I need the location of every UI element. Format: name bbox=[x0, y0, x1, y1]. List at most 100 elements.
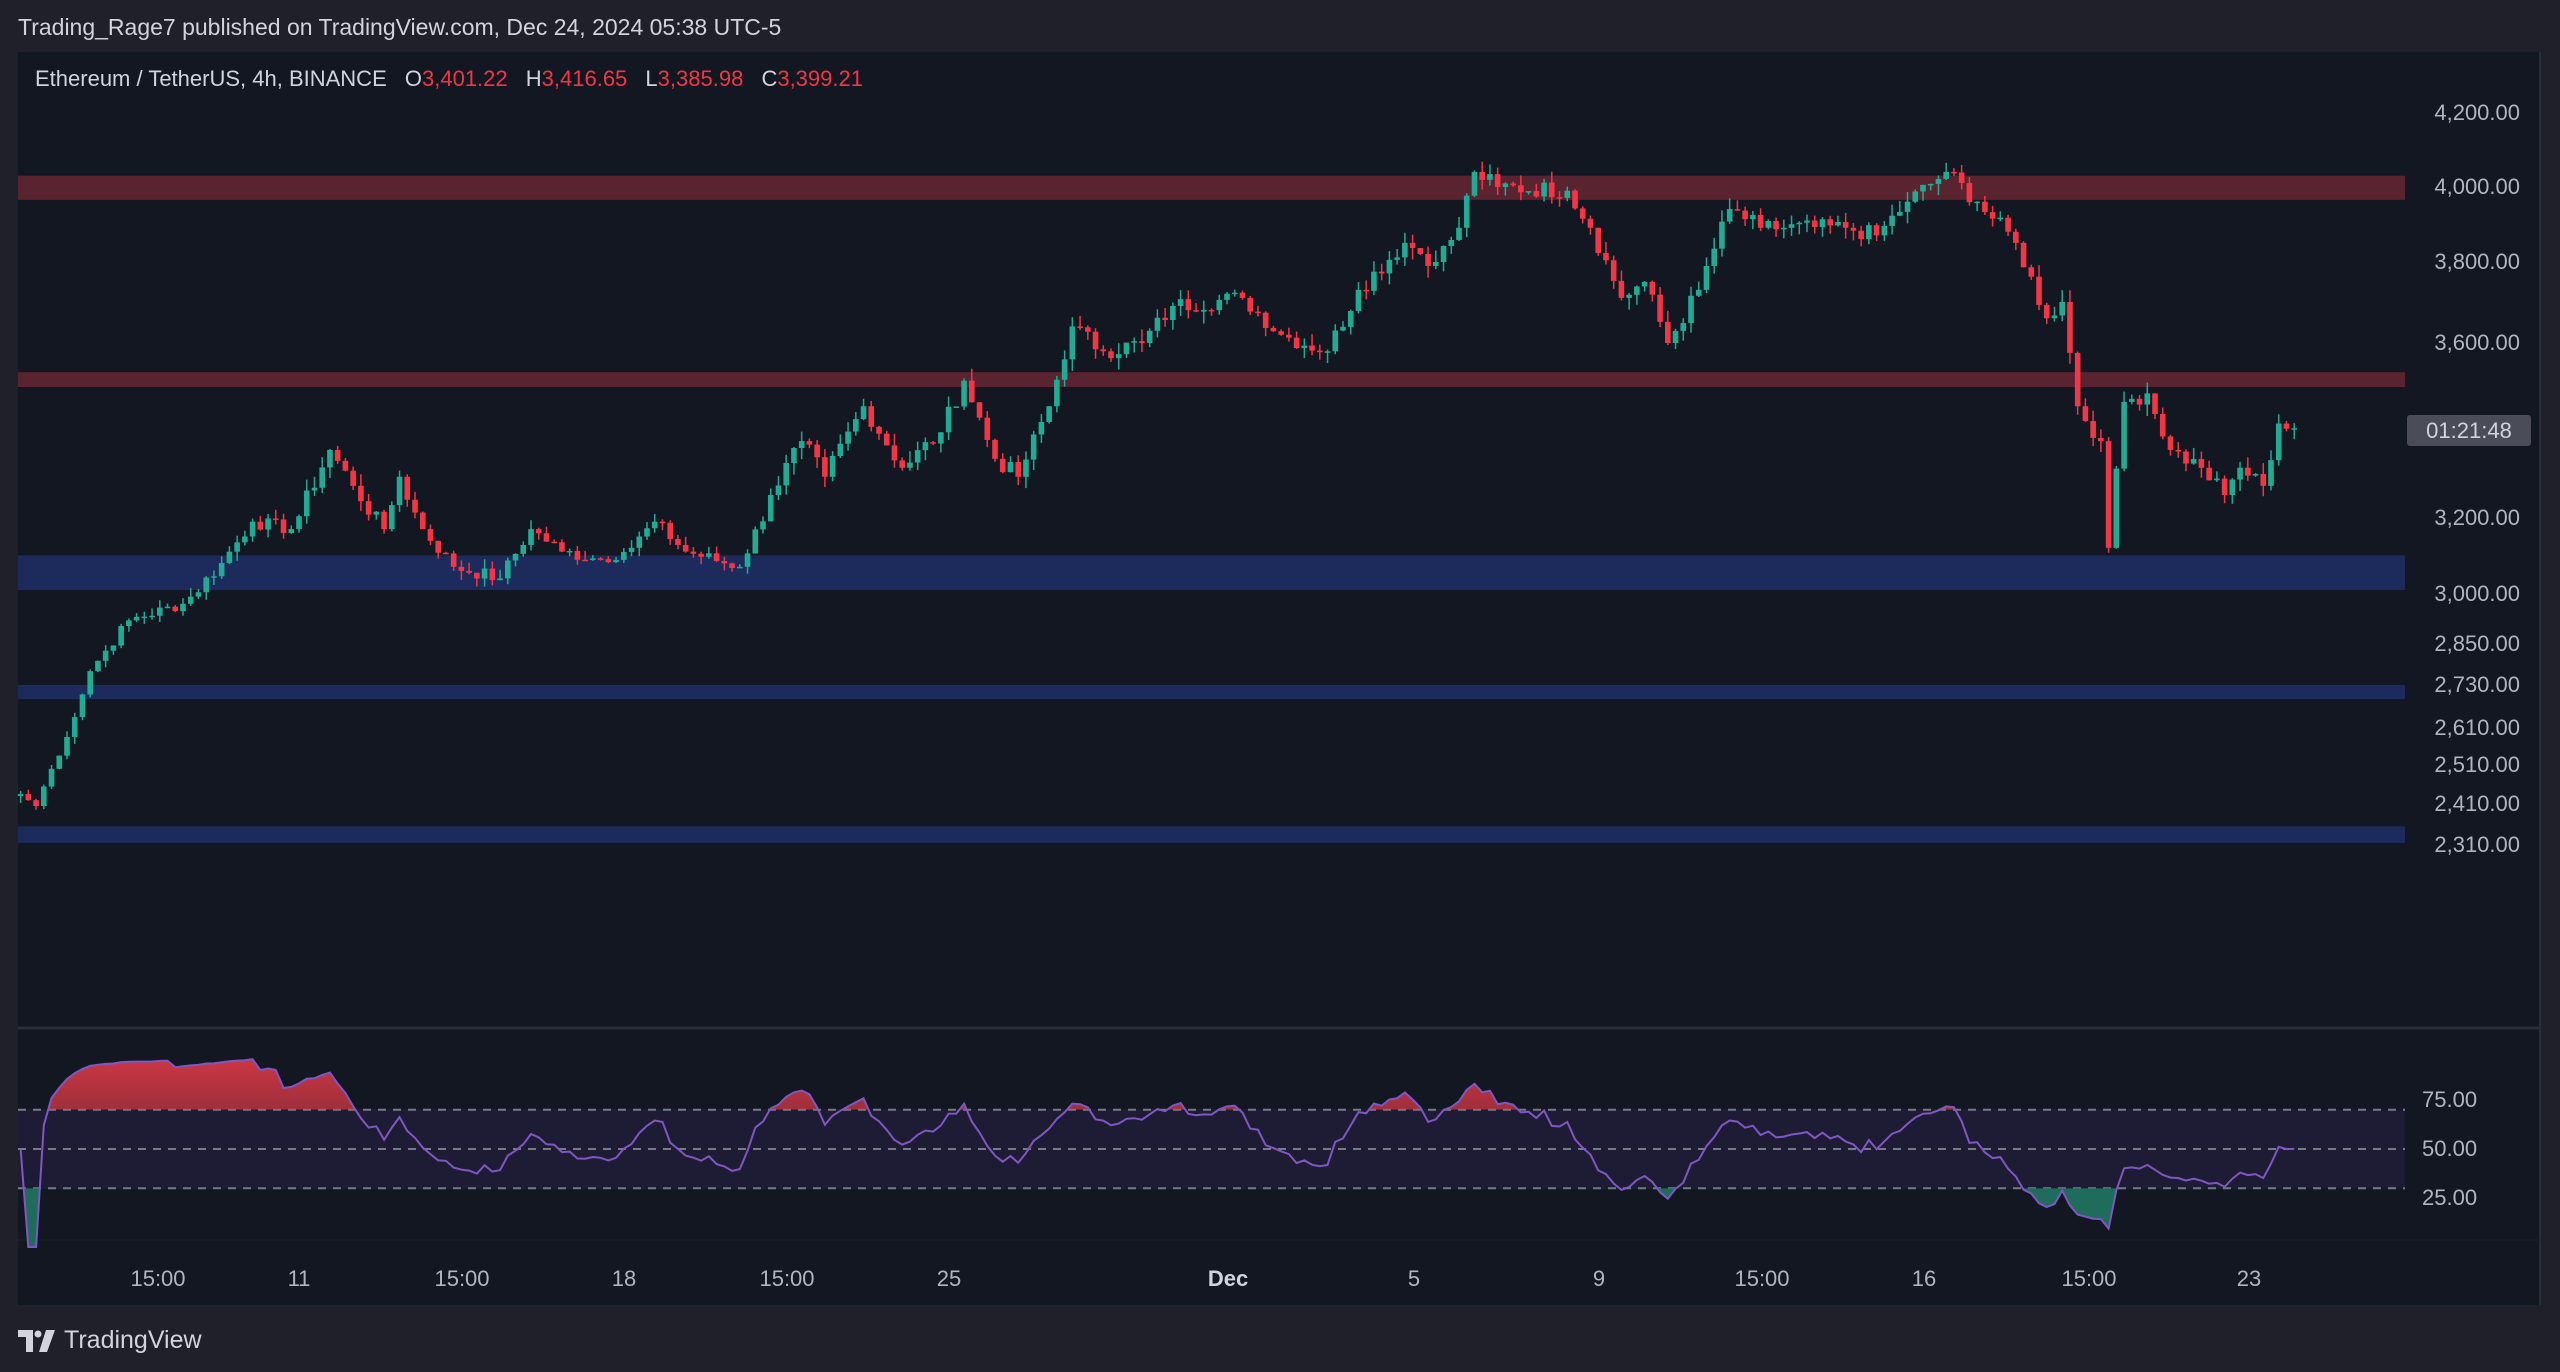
candle-body bbox=[41, 786, 47, 807]
candle-body bbox=[1216, 299, 1223, 311]
candle-body bbox=[1170, 306, 1176, 321]
candle bbox=[265, 513, 271, 538]
candle-body bbox=[164, 606, 171, 609]
candle bbox=[2090, 410, 2096, 447]
time-tick-label: 9 bbox=[1592, 1266, 1606, 1291]
candle-body bbox=[48, 768, 55, 787]
candle bbox=[1688, 286, 1694, 333]
candle-body bbox=[1850, 227, 1857, 231]
open-label: O bbox=[404, 66, 422, 91]
low-value: 3,385.98 bbox=[657, 66, 744, 91]
price-tick-label: 2,610.00 bbox=[2434, 715, 2520, 740]
candle bbox=[1788, 215, 1795, 236]
candle bbox=[853, 412, 859, 436]
candle bbox=[87, 669, 93, 698]
candle-body bbox=[899, 460, 905, 468]
candle-body bbox=[1695, 289, 1702, 296]
candle-body bbox=[1773, 221, 1779, 230]
candle bbox=[365, 493, 372, 521]
candle-body bbox=[613, 559, 619, 563]
candle bbox=[999, 453, 1006, 474]
candle bbox=[311, 476, 318, 496]
candle-body bbox=[992, 439, 998, 459]
candle-body bbox=[1726, 209, 1733, 222]
candle-body bbox=[1842, 222, 1849, 228]
candle bbox=[636, 531, 643, 557]
candle bbox=[95, 660, 101, 673]
chart-frame[interactable] bbox=[18, 52, 2540, 1305]
candle bbox=[775, 476, 782, 501]
candle-body bbox=[126, 620, 132, 626]
candle-body bbox=[767, 494, 774, 522]
candle bbox=[1479, 161, 1485, 190]
candle-body bbox=[1982, 201, 1988, 213]
candle-body bbox=[396, 476, 403, 506]
candle bbox=[2020, 241, 2027, 268]
candle-body bbox=[621, 551, 627, 560]
candle-body bbox=[1007, 462, 1014, 473]
candle-body bbox=[1378, 271, 1385, 274]
candle bbox=[2074, 351, 2081, 415]
candle bbox=[1108, 348, 1114, 362]
candle bbox=[1850, 223, 1857, 241]
candle-body bbox=[1471, 171, 1478, 196]
candle-body bbox=[1549, 182, 1555, 198]
candle bbox=[613, 556, 619, 564]
candle bbox=[1943, 162, 1949, 181]
candle bbox=[1332, 324, 1339, 355]
candle-body bbox=[682, 544, 689, 552]
candle bbox=[2245, 457, 2251, 481]
candle-body bbox=[1023, 459, 1029, 477]
candle-body bbox=[1595, 227, 1601, 254]
candle bbox=[1471, 170, 1478, 198]
candle-body bbox=[1672, 330, 1679, 343]
footer-brand[interactable]: TradingView bbox=[18, 1326, 202, 1355]
candle-body bbox=[319, 467, 325, 488]
candle-body bbox=[1788, 224, 1795, 228]
time-tick-label: 15:00 bbox=[130, 1266, 186, 1291]
candle-body bbox=[1804, 220, 1810, 223]
candle bbox=[837, 434, 844, 459]
candle-body bbox=[450, 553, 457, 567]
candle-body bbox=[907, 462, 913, 468]
candle-body bbox=[25, 794, 32, 801]
candle bbox=[2059, 290, 2065, 322]
candle bbox=[280, 513, 287, 539]
candle-body bbox=[1579, 208, 1586, 219]
candle-body bbox=[535, 529, 542, 534]
candle bbox=[1487, 164, 1493, 186]
candle bbox=[110, 645, 117, 655]
candle-body bbox=[1811, 220, 1818, 227]
support-zone bbox=[18, 555, 2405, 591]
candle-body bbox=[914, 450, 921, 463]
candle bbox=[1719, 210, 1725, 257]
candle-body bbox=[520, 544, 527, 554]
candle bbox=[2105, 436, 2112, 553]
candle bbox=[1494, 167, 1501, 195]
candle bbox=[1185, 290, 1192, 319]
candle-body bbox=[273, 518, 279, 520]
candle-body bbox=[706, 553, 712, 557]
symbol-title[interactable]: Ethereum / TetherUS, 4h, BINANCE bbox=[35, 66, 387, 91]
candle bbox=[806, 438, 813, 449]
candle-body bbox=[1247, 297, 1253, 312]
candle bbox=[1587, 215, 1594, 235]
candle bbox=[1363, 280, 1369, 300]
candle bbox=[2098, 429, 2104, 453]
candle bbox=[2067, 290, 2073, 364]
candle bbox=[342, 458, 349, 472]
candle bbox=[164, 603, 171, 609]
candle bbox=[481, 559, 488, 587]
candle bbox=[427, 524, 434, 546]
candle bbox=[296, 514, 302, 533]
candle-body bbox=[1278, 331, 1284, 335]
candle bbox=[1255, 305, 1261, 317]
candle bbox=[822, 449, 828, 488]
candle-body bbox=[1015, 462, 1021, 477]
candle-body bbox=[2059, 301, 2065, 316]
candle-body bbox=[2074, 352, 2081, 407]
candle-body bbox=[1510, 183, 1516, 186]
candle-body bbox=[1935, 178, 1942, 184]
candle bbox=[334, 445, 341, 464]
